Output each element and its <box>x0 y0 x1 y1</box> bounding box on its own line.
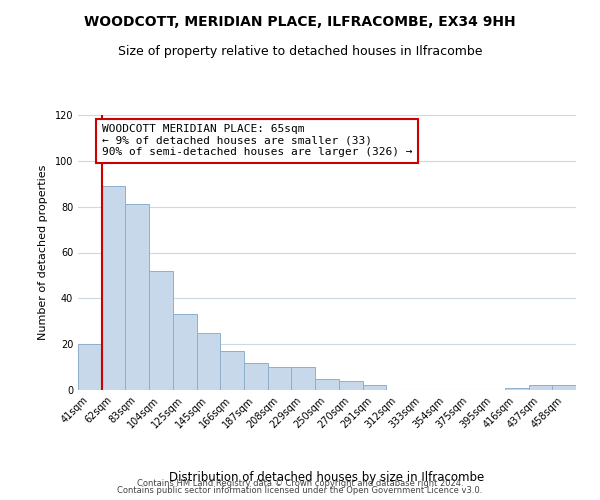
Bar <box>220 351 244 390</box>
Bar <box>505 388 529 390</box>
Text: Contains HM Land Registry data © Crown copyright and database right 2024.: Contains HM Land Registry data © Crown c… <box>137 478 463 488</box>
Bar <box>529 386 552 390</box>
Text: WOODCOTT, MERIDIAN PLACE, ILFRACOMBE, EX34 9HH: WOODCOTT, MERIDIAN PLACE, ILFRACOMBE, EX… <box>84 15 516 29</box>
Text: Contains public sector information licensed under the Open Government Licence v3: Contains public sector information licen… <box>118 486 482 495</box>
Bar <box>315 378 339 390</box>
Bar <box>173 314 197 390</box>
Bar <box>362 386 386 390</box>
X-axis label: Distribution of detached houses by size in Ilfracombe: Distribution of detached houses by size … <box>169 472 485 484</box>
Text: Size of property relative to detached houses in Ilfracombe: Size of property relative to detached ho… <box>118 45 482 58</box>
Bar <box>102 186 125 390</box>
Bar <box>244 362 268 390</box>
Bar <box>339 381 362 390</box>
Bar <box>125 204 149 390</box>
Bar <box>149 271 173 390</box>
Text: WOODCOTT MERIDIAN PLACE: 65sqm
← 9% of detached houses are smaller (33)
90% of s: WOODCOTT MERIDIAN PLACE: 65sqm ← 9% of d… <box>102 124 412 158</box>
Bar <box>78 344 102 390</box>
Bar <box>268 367 292 390</box>
Bar <box>552 386 576 390</box>
Bar <box>292 367 315 390</box>
Bar <box>197 332 220 390</box>
Y-axis label: Number of detached properties: Number of detached properties <box>38 165 47 340</box>
